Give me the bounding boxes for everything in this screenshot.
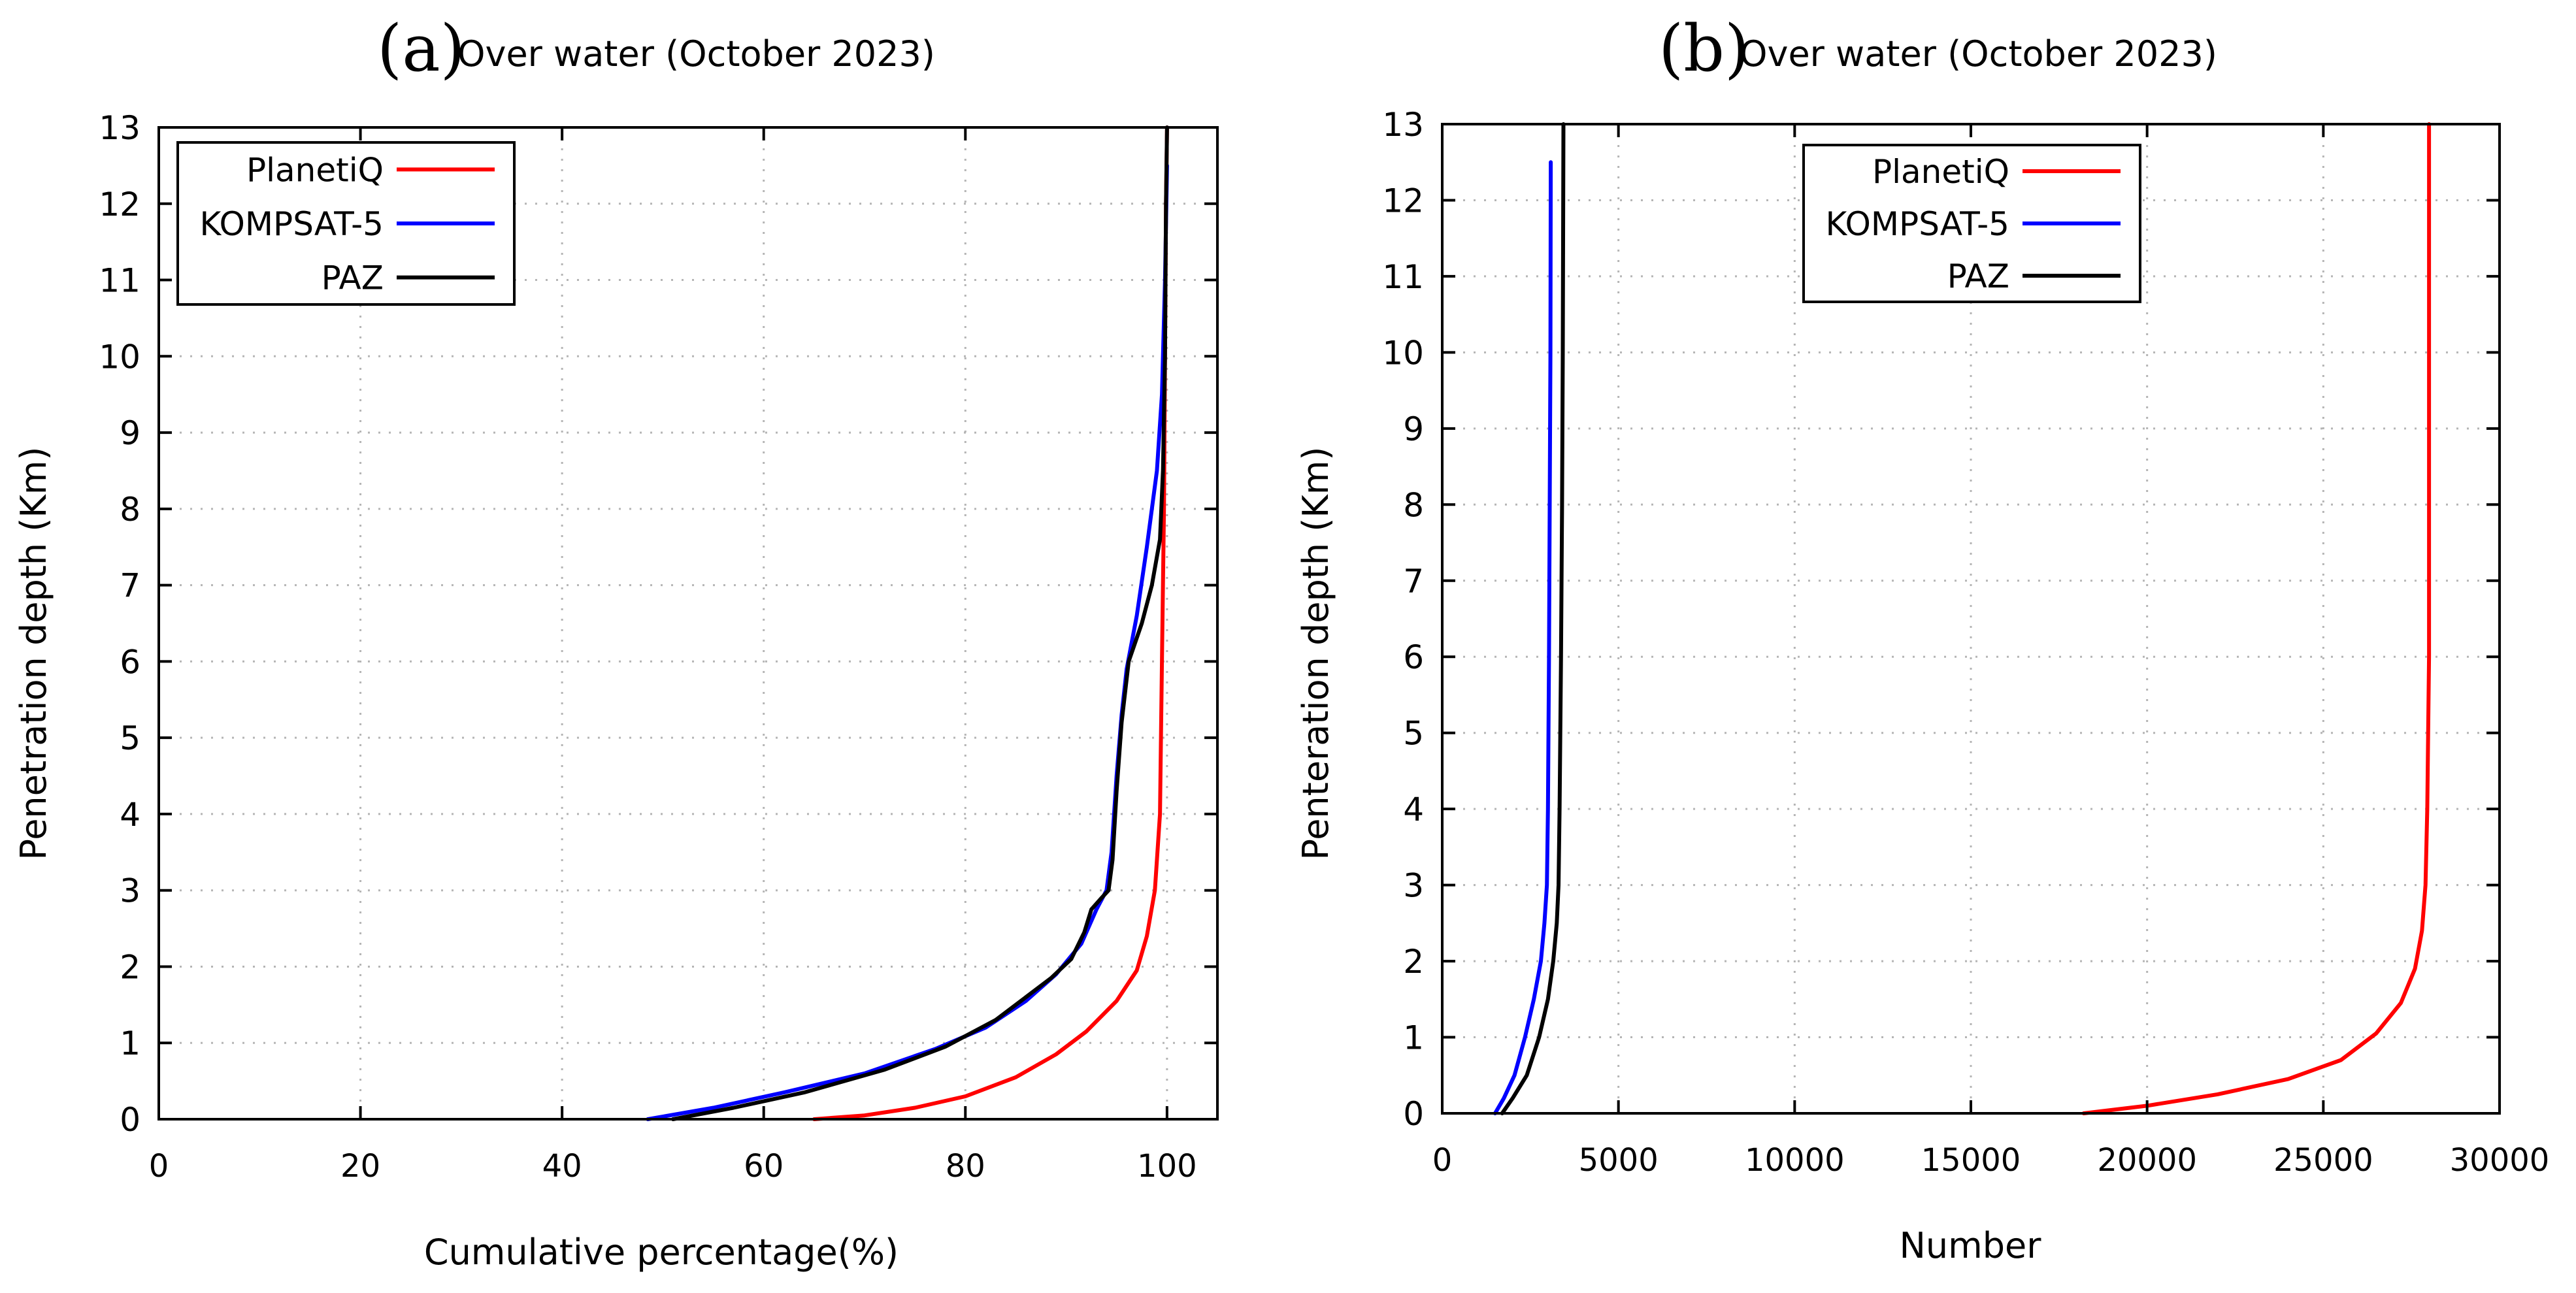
legend-label: PAZ [322, 259, 384, 297]
y-tick-label: 3 [1403, 867, 1424, 905]
legend-label: KOMPSAT-5 [1826, 205, 2010, 243]
panel-b-title: (b) Over water (October 2023) [1659, 12, 2217, 86]
y-tick-label: 2 [1403, 943, 1424, 981]
panel-b-y-axis-label: Penteration depth (Km) [1295, 447, 1336, 860]
x-tick-label: 10000 [1745, 1142, 1845, 1179]
y-tick-label: 5 [120, 719, 140, 757]
y-tick-label: 0 [1403, 1095, 1424, 1133]
panel-b-series-group [1493, 122, 2432, 1115]
series-line-paz [1500, 122, 1566, 1115]
x-tick-label: 20 [340, 1148, 380, 1185]
panel-a-legend: PlanetiQ KOMPSAT-5 PAZ [176, 141, 516, 306]
series-line-planetiq [2081, 122, 2432, 1115]
panel-a-title: (a) Over water (October 2023) [377, 12, 935, 86]
panel-b-legend: PlanetiQ KOMPSAT-5 PAZ [1802, 144, 2141, 303]
legend-label: PlanetiQ [1872, 153, 2009, 191]
panel-a: (a) Over water (October 2023) 0 20 40 60 80 1… [13, 12, 1219, 1273]
panel-a-x-axis: 0 20 40 60 80 100 [149, 127, 1197, 1185]
y-tick-label: 3 [120, 872, 140, 910]
x-tick-label: 0 [149, 1148, 169, 1185]
y-tick-label: 13 [99, 109, 140, 147]
legend-label: KOMPSAT-5 [200, 205, 384, 243]
series-line-kompsat-5 [1493, 160, 1553, 1115]
panel-b-x-axis-label: Number [1900, 1225, 2042, 1266]
y-tick-label: 6 [1403, 638, 1424, 676]
x-tick-label: 0 [1432, 1142, 1453, 1179]
panel-b-x-axis: 0 5000 10000 15000 20000 25000 30000 [1432, 124, 2550, 1179]
y-tick-label: 7 [1403, 563, 1424, 600]
y-tick-label: 1 [120, 1024, 140, 1062]
x-tick-label: 20000 [2097, 1142, 2197, 1179]
y-tick-label: 2 [120, 948, 140, 986]
y-tick-label: 12 [99, 186, 140, 223]
x-tick-label: 30000 [2450, 1142, 2550, 1179]
y-tick-label: 10 [1382, 334, 1424, 372]
panel-b-letter: (b) [1659, 12, 1749, 86]
legend-label: PlanetiQ [246, 151, 384, 189]
x-tick-label: 25000 [2273, 1142, 2373, 1179]
y-tick-label: 4 [120, 796, 140, 834]
y-tick-label: 10 [99, 338, 140, 376]
x-tick-label: 100 [1137, 1148, 1197, 1185]
y-tick-label: 4 [1403, 791, 1424, 828]
panel-b-title-text: Over water (October 2023) [1740, 33, 2217, 74]
y-tick-label: 8 [120, 491, 140, 529]
panel-b: (b) Over water (October 2023) 0 5000 10000… [1295, 12, 2549, 1266]
series-line-paz [670, 125, 1169, 1121]
x-tick-label: 5000 [1579, 1142, 1659, 1179]
x-tick-label: 40 [542, 1148, 582, 1185]
x-tick-label: 60 [744, 1148, 784, 1185]
panel-a-plot-frame [157, 126, 1219, 1121]
y-tick-label: 11 [1382, 258, 1424, 296]
y-tick-label: 5 [1403, 715, 1424, 753]
x-tick-label: 15000 [1921, 1142, 2021, 1179]
y-tick-label: 11 [99, 262, 140, 300]
y-tick-label: 1 [1403, 1019, 1424, 1057]
y-tick-label: 8 [1403, 486, 1424, 524]
y-tick-label: 0 [120, 1101, 140, 1139]
legend-label: PAZ [1947, 257, 2009, 295]
panel-a-letter: (a) [377, 12, 465, 86]
panel-a-title-text: Over water (October 2023) [457, 33, 935, 74]
y-tick-label: 6 [120, 643, 140, 681]
y-tick-label: 12 [1382, 182, 1424, 220]
x-tick-label: 80 [946, 1148, 985, 1185]
y-tick-label: 7 [120, 567, 140, 605]
y-tick-label: 9 [120, 414, 140, 452]
y-tick-label: 9 [1403, 410, 1424, 448]
panel-a-gridlines [159, 127, 1217, 1119]
panel-a-series-group [646, 125, 1169, 1121]
panel-a-y-axis-label: Penetration depth (Km) [13, 447, 54, 860]
y-tick-label: 13 [1382, 106, 1424, 144]
panel-a-x-axis-label: Cumulative percentage(%) [424, 1232, 899, 1273]
